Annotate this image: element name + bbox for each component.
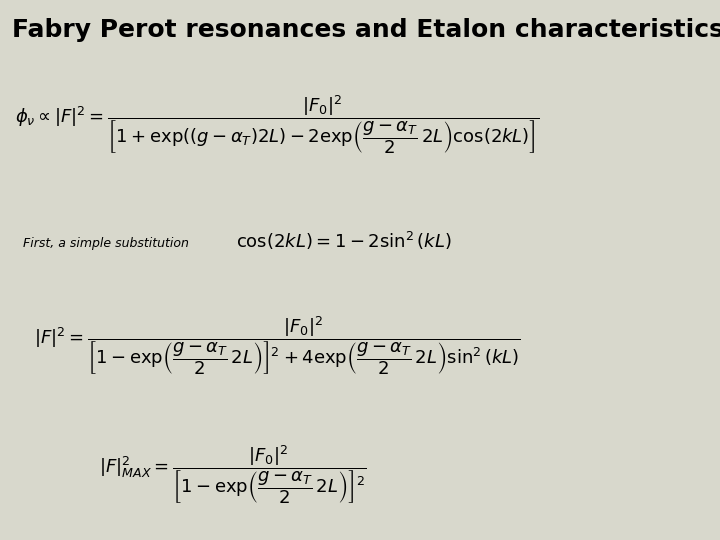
Text: First, a simple substitution: First, a simple substitution [24, 237, 189, 249]
Text: $\cos(2kL) = 1 - 2\sin^2(kL)$: $\cos(2kL) = 1 - 2\sin^2(kL)$ [236, 230, 451, 252]
Text: $|F|^2 = \dfrac{|F_0|^2}{\left[1 - \exp\!\left(\dfrac{g-\alpha_T}{2}\,2L\right)\: $|F|^2 = \dfrac{|F_0|^2}{\left[1 - \exp\… [35, 314, 521, 376]
Text: $|F|^2_{MAX} = \dfrac{|F_0|^2}{\left[1 - \exp\!\left(\dfrac{g-\alpha_T}{2}\,2L\r: $|F|^2_{MAX} = \dfrac{|F_0|^2}{\left[1 -… [99, 443, 367, 505]
Text: Fabry Perot resonances and Etalon characteristics: Fabry Perot resonances and Etalon charac… [12, 17, 720, 42]
Text: $\phi_{\nu} \propto |F|^2 = \dfrac{|F_0|^2}{\left[1 + \exp\!\left((g-\alpha_T)2L: $\phi_{\nu} \propto |F|^2 = \dfrac{|F_0|… [15, 93, 539, 156]
